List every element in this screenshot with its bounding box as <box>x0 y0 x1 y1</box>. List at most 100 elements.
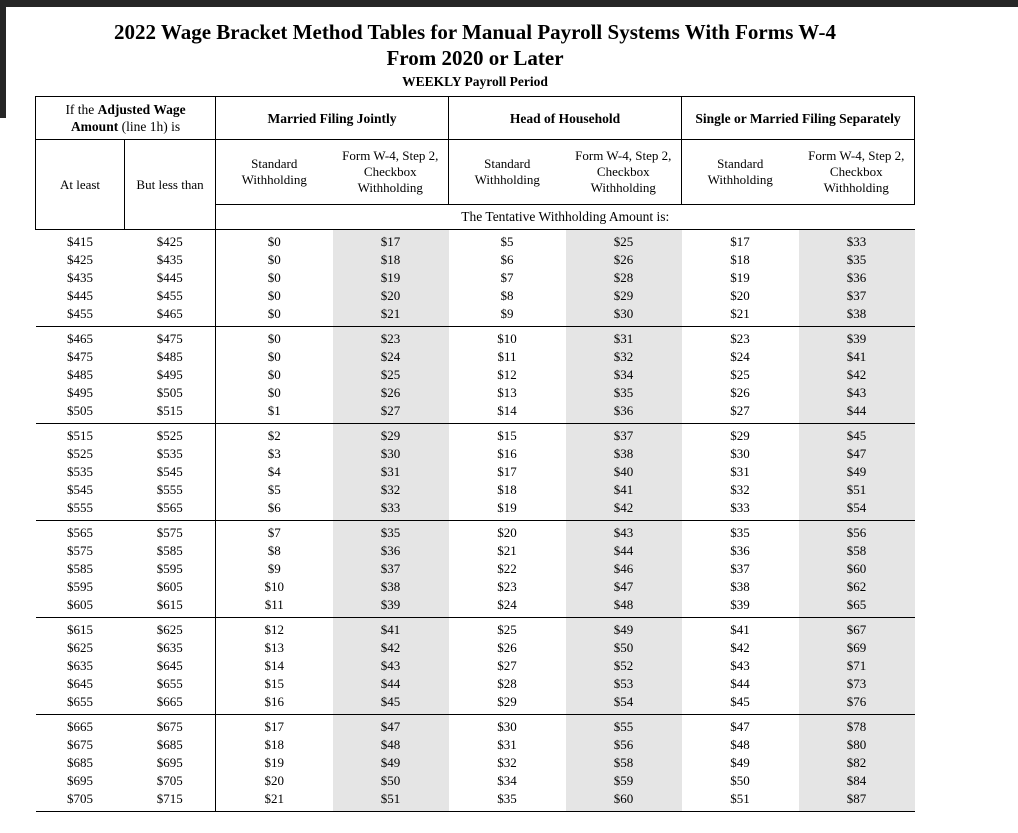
withholding-amount-cell: $25 <box>332 366 449 384</box>
withholding-amount-cell: $50 <box>565 639 682 657</box>
wage-range-cell: $635 <box>156 640 183 655</box>
withholding-amount-cell: $47 <box>565 578 682 596</box>
table-row: $655 $665 $16 $45 $29 $54 $45 $76 <box>36 693 915 715</box>
header-mfj-checkbox-withholding: Form W-4, Step 2, Checkbox Withholding <box>332 139 449 205</box>
withholding-amount-cell: $35 <box>448 790 566 812</box>
withholding-amount-cell: $5 <box>448 229 566 251</box>
withholding-amount-cell: $0 <box>215 384 333 402</box>
withholding-amount-cell: $38 <box>565 445 682 463</box>
withholding-amount-cell: $43 <box>332 657 449 675</box>
withholding-amount-cell: $44 <box>730 676 750 691</box>
withholding-amount-cell: $10 <box>215 578 333 596</box>
withholding-amount-cell: $21 <box>730 306 750 321</box>
wage-range-cell: $565 <box>156 500 183 515</box>
withholding-amount-cell: $25 <box>565 229 682 251</box>
withholding-amount-cell: $18 <box>497 482 517 497</box>
table-row: $545 $555 $5 $32 $18 $41 $32 $51 <box>36 481 915 499</box>
table-row: $435 $445 $0 $19 $7 $28 $19 $36 <box>36 269 915 287</box>
withholding-amount-cell: $14 <box>215 657 333 675</box>
withholding-amount-cell: $15 <box>448 423 566 445</box>
withholding-amount-cell: $56 <box>798 520 915 542</box>
withholding-amount-cell: $53 <box>565 675 682 693</box>
table-row: $695 $705 $20 $50 $34 $59 $50 $84 <box>36 772 915 790</box>
withholding-amount-cell: $14 <box>497 403 517 418</box>
wage-header-post: (line 1h) is <box>118 119 181 134</box>
table-row: $615 $625 $12 $41 $25 $49 $41 $67 <box>35 617 915 639</box>
withholding-amount-cell: $17 <box>681 229 799 251</box>
wage-range-cell: $695 <box>67 773 93 788</box>
withholding-amount-cell: $29 <box>565 287 682 305</box>
wage-range-cell: $655 <box>67 694 93 709</box>
withholding-amount-cell: $33 <box>730 500 750 515</box>
withholding-amount-cell: $20 <box>332 287 449 305</box>
withholding-amount-cell: $30 <box>565 305 682 327</box>
wage-range-cell: $605 <box>67 597 93 612</box>
withholding-amount-cell: $48 <box>332 736 449 754</box>
withholding-amount-cell: $28 <box>565 269 682 287</box>
table-row: $455 $465 $0 $21 $9 $30 $21 $38 <box>36 305 915 327</box>
wage-range-cell: $605 <box>156 579 183 594</box>
withholding-amount-cell: $40 <box>565 463 682 481</box>
withholding-amount-cell: $54 <box>565 693 682 715</box>
wage-range-cell: $485 <box>156 349 183 364</box>
withholding-amount-cell: $21 <box>215 790 333 812</box>
withholding-amount-cell: $1 <box>215 402 333 424</box>
withholding-amount-cell: $23 <box>497 579 517 594</box>
withholding-amount-cell: $36 <box>730 543 750 558</box>
wage-range-cell: $545 <box>156 464 183 479</box>
table-row: $485 $495 $0 $25 $12 $34 $25 $42 <box>36 366 915 384</box>
wage-range-cell: $485 <box>67 367 93 382</box>
document-page: 2022 Wage Bracket Method Tables for Manu… <box>34 7 916 812</box>
withholding-amount-cell: $49 <box>730 755 750 770</box>
withholding-amount-cell: $45 <box>730 694 750 709</box>
withholding-amount-cell: $20 <box>215 772 333 790</box>
withholding-amount-cell: $44 <box>332 675 449 693</box>
wage-range-cell: $635 <box>67 658 93 673</box>
page-edge-left <box>0 0 6 118</box>
withholding-amount-cell: $20 <box>448 520 566 542</box>
withholding-amount-cell: $6 <box>215 499 333 521</box>
header-single-checkbox-withholding: Form W-4, Step 2, Checkbox Withholding <box>798 139 916 205</box>
withholding-amount-cell: $38 <box>730 579 750 594</box>
withholding-amount-cell: $49 <box>565 617 682 639</box>
header-head-of-household: Head of Household <box>448 96 682 140</box>
withholding-amount-cell: $17 <box>497 464 517 479</box>
table-row: $605 $615 $11 $39 $24 $48 $39 $65 <box>36 596 915 618</box>
withholding-amount-cell: $16 <box>497 446 517 461</box>
withholding-amount-cell: $27 <box>332 402 449 424</box>
wage-range-cell: $495 <box>156 367 183 382</box>
withholding-amount-cell: $51 <box>681 790 799 812</box>
header-single-standard-withholding: Standard Withholding <box>681 139 799 205</box>
withholding-amount-cell: $46 <box>565 560 682 578</box>
withholding-amount-cell: $69 <box>798 639 915 657</box>
withholding-amount-cell: $37 <box>332 560 449 578</box>
withholding-amount-cell: $22 <box>497 561 517 576</box>
withholding-amount-cell: $36 <box>798 269 915 287</box>
withholding-amount-cell: $12 <box>497 367 517 382</box>
withholding-amount-cell: $38 <box>332 578 449 596</box>
wage-range-cell: $465 <box>156 306 183 321</box>
withholding-amount-cell: $15 <box>215 675 333 693</box>
header-but-less-than: But less than <box>123 139 216 230</box>
withholding-amount-cell: $29 <box>332 423 449 445</box>
withholding-amount-cell: $30 <box>448 714 566 736</box>
withholding-amount-cell: $21 <box>497 543 517 558</box>
withholding-amount-cell: $0 <box>215 305 333 327</box>
wage-range-cell: $665 <box>156 694 183 709</box>
withholding-amount-cell: $65 <box>798 596 915 618</box>
withholding-amount-cell: $50 <box>730 773 750 788</box>
withholding-amount-cell: $17 <box>332 229 449 251</box>
withholding-amount-cell: $32 <box>565 348 682 366</box>
wage-range-cell: $645 <box>156 658 183 673</box>
withholding-amount-cell: $58 <box>565 754 682 772</box>
wage-range-cell: $515 <box>35 423 125 445</box>
withholding-amount-cell: $11 <box>497 349 517 364</box>
wage-range-cell: $445 <box>156 270 183 285</box>
page-title-line1: 2022 Wage Bracket Method Tables for Manu… <box>114 20 836 44</box>
table-row: $585 $595 $9 $37 $22 $46 $37 $60 <box>36 560 915 578</box>
withholding-amount-cell: $32 <box>332 481 449 499</box>
wage-range-cell: $575 <box>67 543 93 558</box>
wage-range-cell: $475 <box>124 326 216 348</box>
withholding-amount-cell: $18 <box>215 736 333 754</box>
table-row: $685 $695 $19 $49 $32 $58 $49 $82 <box>36 754 915 772</box>
